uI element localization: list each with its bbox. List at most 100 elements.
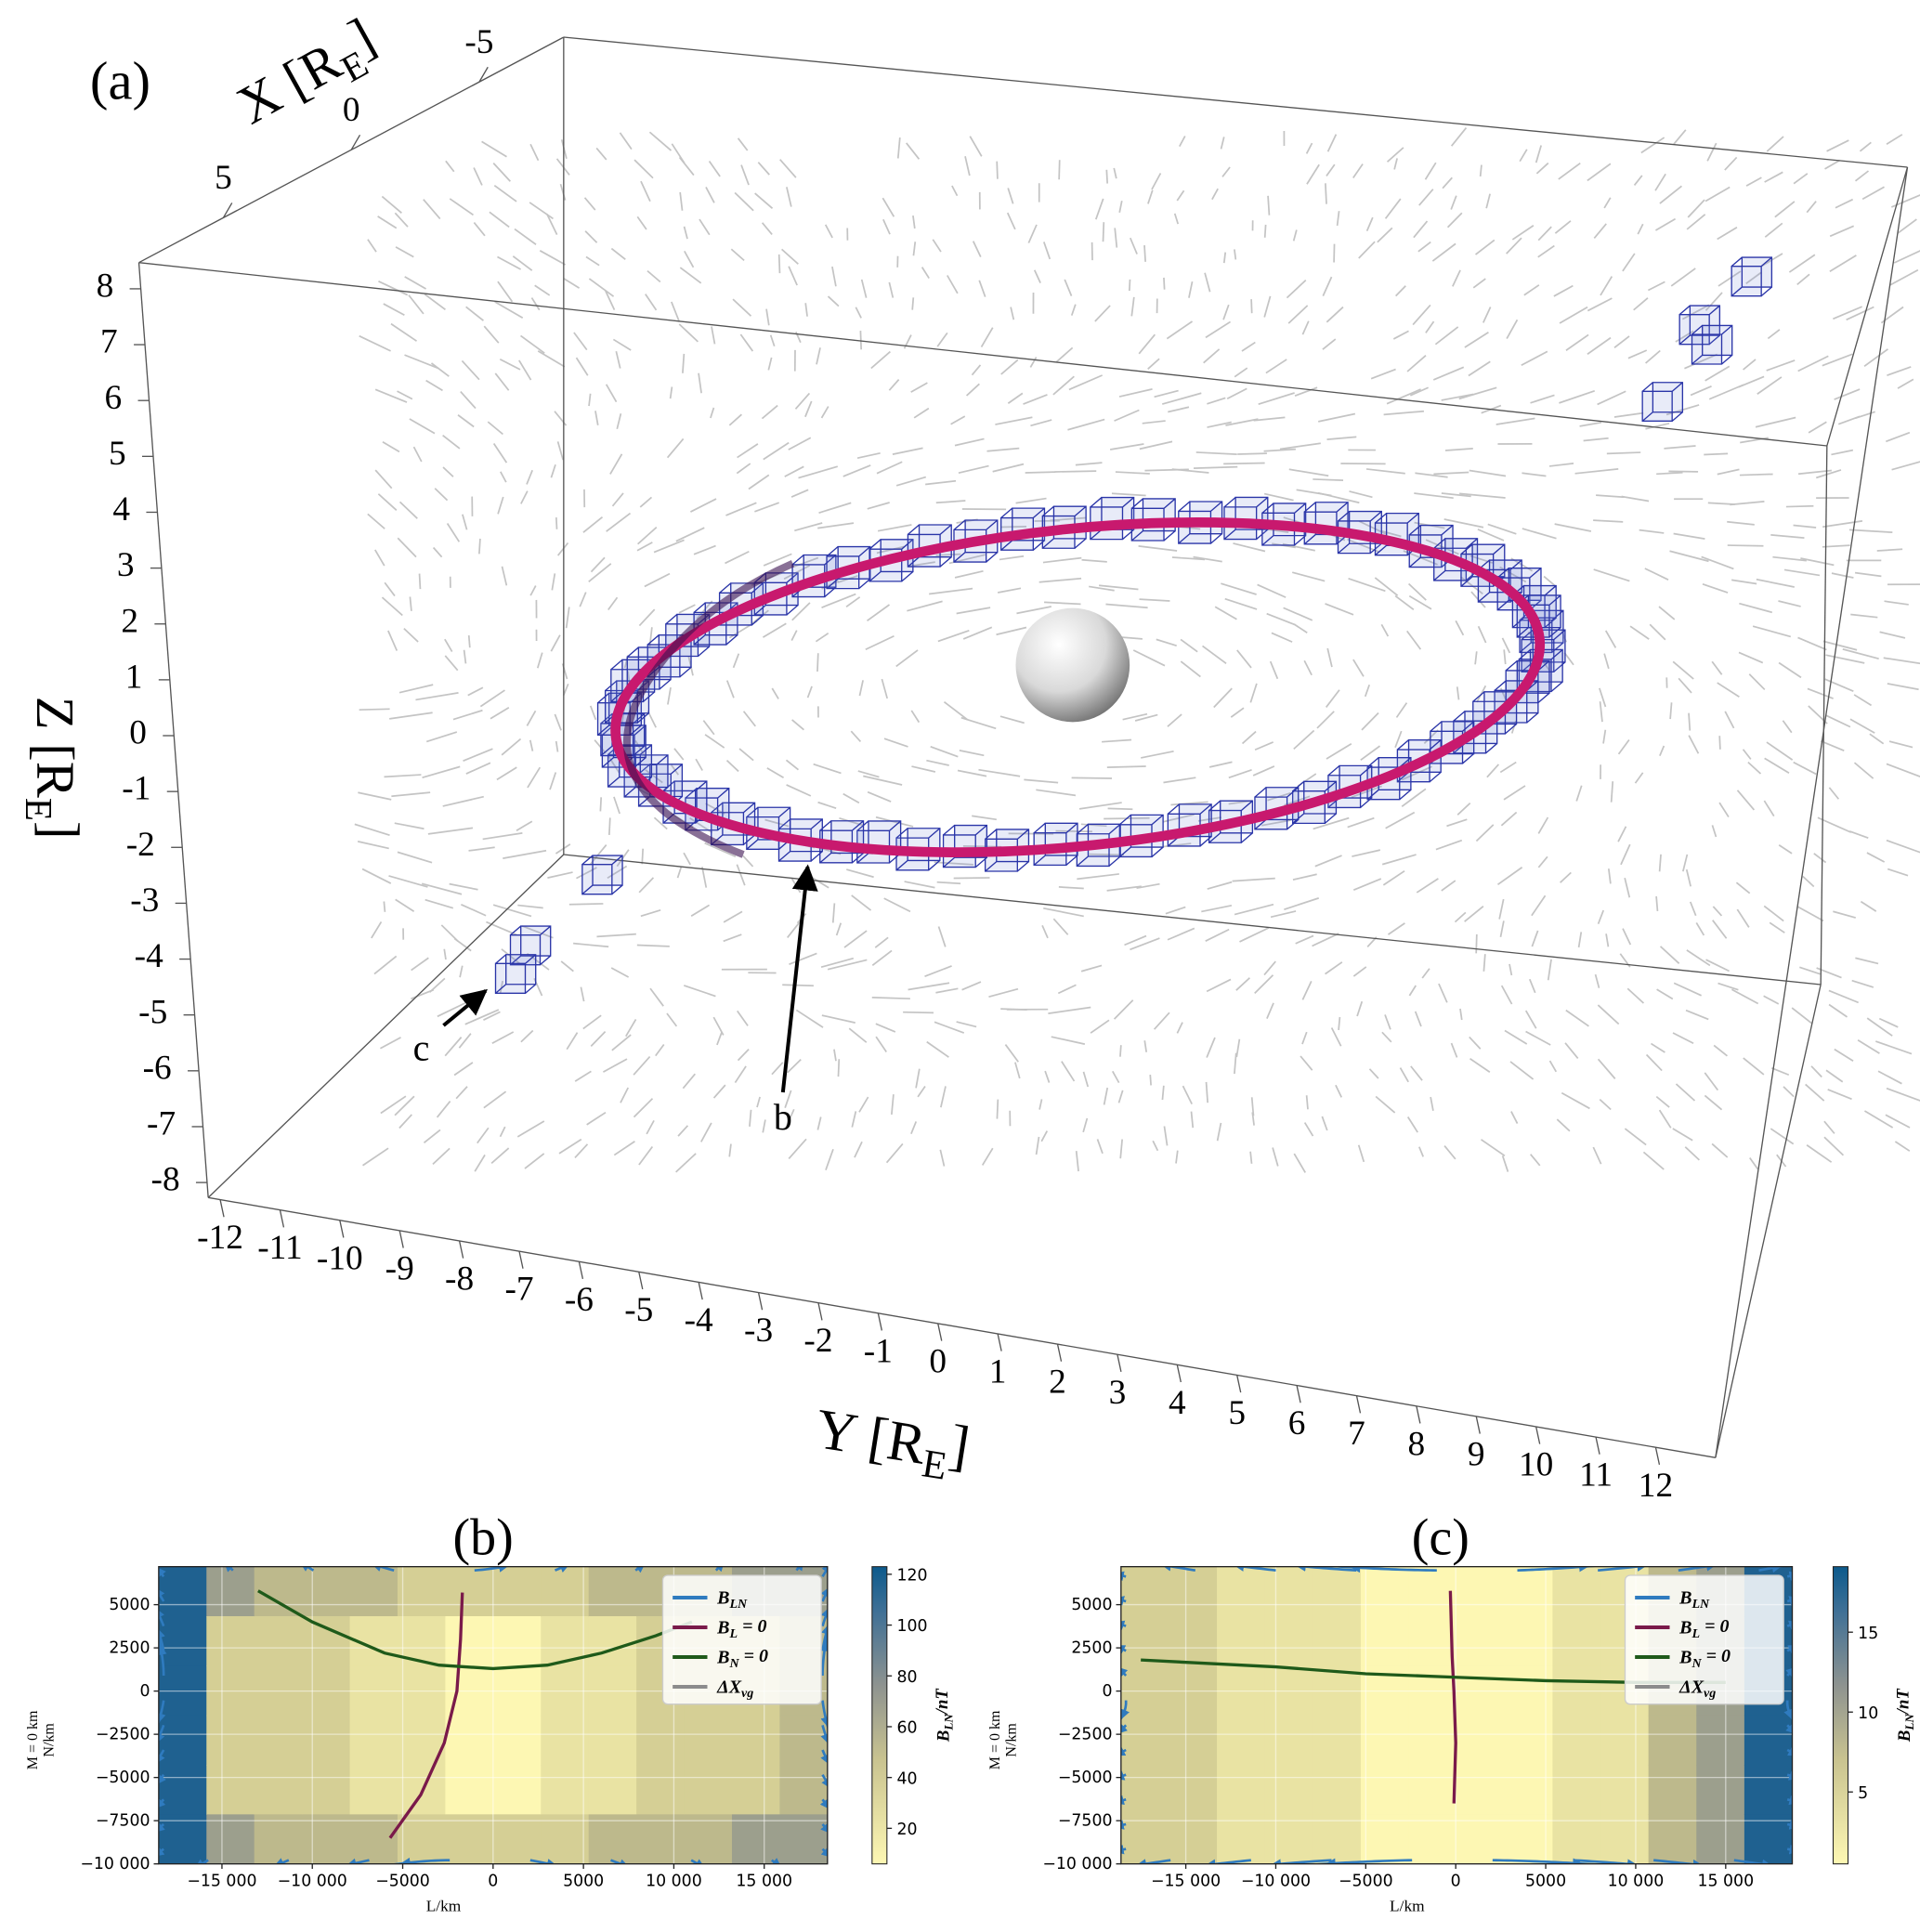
field-line [749,1109,752,1127]
field-line [594,739,607,754]
field-line [1211,188,1219,201]
field-line [978,768,1021,777]
field-line [579,592,587,607]
field-line [1416,878,1439,894]
y-tick-label: -5 [624,1291,653,1329]
field-line [988,987,1019,999]
field-line [1793,524,1817,529]
field-line [607,755,620,774]
field-line [1822,544,1850,548]
box-edge [563,36,1908,168]
field-line [1269,660,1279,680]
field-line [359,334,391,352]
field-line [1226,387,1247,400]
field-cell [1456,1715,1506,1766]
field-line [1163,777,1196,784]
field-line [646,1119,655,1135]
legend-label-part: = 0 [1702,1646,1731,1666]
field-line [1090,1019,1110,1034]
field-line [771,687,779,699]
field-line [1167,713,1182,727]
field-cell [254,1814,303,1864]
null-curve [257,1589,693,1671]
field-line [512,255,533,271]
colorbar-tick-label: 60 [897,1719,918,1738]
field-line [1293,623,1308,633]
y-tick-label: −7500 [1058,1811,1113,1830]
field-line [1325,689,1340,708]
y-tick [398,1230,404,1248]
field-line [520,334,545,354]
field-line [1250,299,1253,314]
field-line [956,1021,977,1028]
field-line [1036,789,1077,797]
field-line [732,298,752,317]
field-line [1294,386,1318,398]
field-line [394,212,409,228]
field-line [1622,253,1636,272]
field-cell [1360,1715,1410,1766]
x-tick-label: 15 000 [736,1873,792,1891]
y-tick [1117,1354,1122,1373]
y-tick [1416,1405,1421,1424]
field-line [790,630,798,641]
field-line [1370,368,1396,380]
field-line [421,882,463,895]
field-line [815,632,829,643]
field-line [423,199,441,220]
y-tick [698,1282,703,1300]
field-line [779,159,797,178]
y-tick [279,1209,285,1228]
field-line [473,221,486,237]
field-line [1352,966,1367,977]
field-line [980,327,994,348]
colorbar-label-part: LN [1902,1714,1916,1731]
field-line [444,655,459,672]
x-tick-label: -5 [464,23,493,61]
field-line [1352,849,1381,857]
field-line [1547,959,1552,981]
field-line [857,770,880,778]
field-line [1380,529,1402,538]
annotation-label: c [413,1026,430,1068]
field-line [1537,855,1548,868]
field-line [637,526,658,545]
field-line [1138,333,1156,355]
field-cell [158,1715,207,1766]
field-line [1774,201,1796,218]
field-line [1718,736,1721,750]
field-line [560,960,574,973]
field-line [418,573,422,590]
legend-label: BN = 0 [1678,1646,1731,1671]
field-line [1869,733,1885,745]
field-line [1394,730,1403,749]
field-line [1822,353,1853,367]
field-line [962,626,993,640]
field-cell [636,1765,686,1815]
field-line [1767,329,1781,340]
field-line [1783,568,1821,577]
field-line [1482,954,1486,972]
field-line [867,604,891,622]
field-line [1599,1098,1612,1111]
field-line [1531,894,1547,917]
field-line [1316,711,1335,729]
field-line [1717,682,1740,698]
field-line [1168,406,1190,413]
field-line [956,607,991,615]
field-line [1886,763,1920,778]
field-line [1154,389,1179,398]
field-line [1778,844,1793,855]
field-line [1810,1065,1822,1078]
field-line [682,1073,696,1090]
field-cell [1456,1566,1506,1617]
field-cell [588,1566,637,1617]
field-line [380,1095,407,1115]
field-line [648,131,673,151]
field-line [467,635,471,648]
field-line [702,720,715,736]
field-line [1365,468,1405,475]
field-line [877,524,912,532]
field-line [1664,445,1696,450]
field-line [1040,1130,1049,1142]
